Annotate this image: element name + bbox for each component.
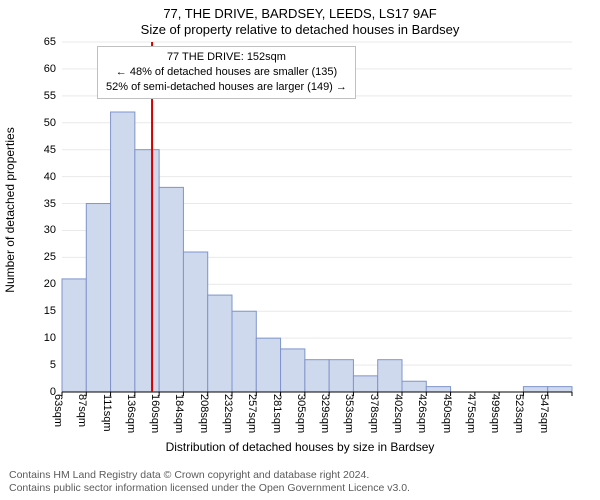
x-tick-label: 87sqm [76,394,92,427]
y-tick-label: 10 [44,332,62,344]
x-tick-label: 281sqm [271,394,287,433]
x-tick-label: 450sqm [441,394,457,433]
attribution-line2: Contains public sector information licen… [9,482,410,496]
title-address: 77, THE DRIVE, BARDSEY, LEEDS, LS17 9AF [0,6,600,21]
y-tick-label: 20 [44,278,62,290]
x-tick-label: 111sqm [101,394,117,432]
y-tick-label: 5 [50,359,62,371]
x-tick-label: 426sqm [416,394,432,433]
y-tick-label: 35 [44,198,62,210]
x-tick-label: 232sqm [222,394,238,433]
y-tick-label: 45 [44,144,62,156]
attribution: Contains HM Land Registry data © Crown c… [9,469,410,496]
x-tick-label: 305sqm [295,394,311,433]
chart-container: 77, THE DRIVE, BARDSEY, LEEDS, LS17 9AF … [0,0,600,500]
y-tick-label: 60 [44,63,62,75]
y-tick-label: 25 [44,251,62,263]
x-tick-label: 160sqm [149,394,165,433]
y-tick-label: 15 [44,305,62,317]
y-tick-label: 40 [44,171,62,183]
x-tick-label: 523sqm [513,394,529,433]
x-tick-label: 402sqm [392,394,408,433]
plot-area: 77 THE DRIVE: 152sqm ← 48% of detached h… [62,42,572,392]
annotation-box: 77 THE DRIVE: 152sqm ← 48% of detached h… [97,46,356,99]
annotation-line3: 52% of semi-detached houses are larger (… [106,80,347,95]
y-tick-label: 65 [44,36,62,48]
x-tick-label: 378sqm [368,394,384,433]
x-tick-label: 353sqm [343,394,359,433]
y-tick-label: 55 [44,90,62,102]
attribution-line1: Contains HM Land Registry data © Crown c… [9,469,410,483]
y-tick-label: 30 [44,224,62,236]
x-tick-label: 475sqm [465,394,481,433]
x-axis-label: Distribution of detached houses by size … [0,440,600,454]
x-tick-label: 184sqm [173,394,189,433]
x-tick-label: 547sqm [538,394,554,433]
x-tick-label: 329sqm [319,394,335,433]
x-tick-label: 63sqm [52,394,68,427]
x-tick-label: 257sqm [246,394,262,433]
annotation-line1: 77 THE DRIVE: 152sqm [106,50,347,65]
annotation-line2: ← 48% of detached houses are smaller (13… [106,65,347,80]
x-tick-label: 208sqm [198,394,214,433]
x-tick-label: 136sqm [125,394,141,433]
title-subtitle: Size of property relative to detached ho… [0,22,600,37]
x-tick-label: 499sqm [489,394,505,433]
y-axis-label: Number of detached properties [3,127,17,292]
y-tick-label: 50 [44,117,62,129]
